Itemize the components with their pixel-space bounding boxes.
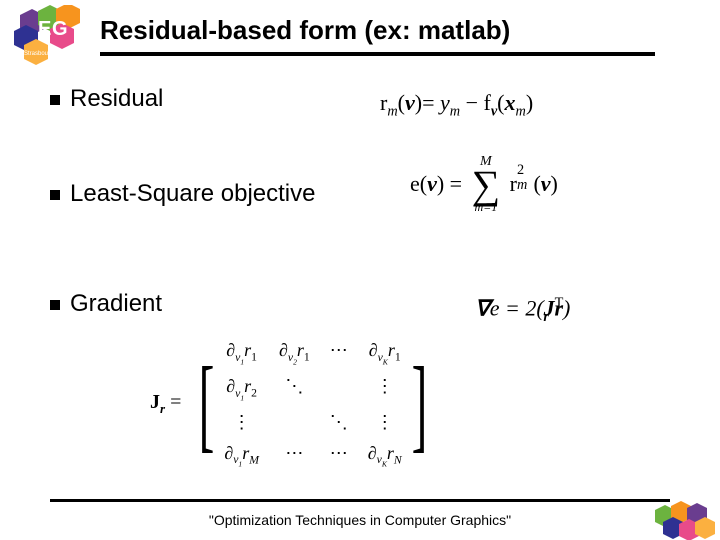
title-underline (100, 52, 655, 56)
content-area: Residual rm(v)= ym − fv(xm) Least-Square… (50, 80, 680, 480)
title-bar: Residual-based form (ex: matlab) (100, 15, 680, 56)
left-bracket-icon: [ (199, 362, 215, 446)
bullet-gradient: Gradient (50, 290, 680, 318)
bullet-icon (50, 95, 60, 105)
slide-title: Residual-based form (ex: matlab) (100, 15, 680, 46)
sigma-icon: ∑ (472, 169, 501, 201)
footer-text: "Optimization Techniques in Computer Gra… (0, 512, 720, 528)
bullet-lsq: Least-Square objective (50, 180, 680, 208)
equation-lsq: e(v) = M ∑ m=1 r2m (v) (410, 155, 558, 213)
svg-text:Strasbourg 2014: Strasbourg 2014 (24, 51, 69, 57)
eg-logo-bottom (645, 500, 720, 540)
eg-logo-top: E G Strasbourg 2014 (8, 5, 93, 65)
bullet-icon (50, 300, 60, 310)
matrix-cells: ∂v1r1 ∂v2r1 ⋯ ∂vKr1 ∂v1r2 ⋱ ⋮ ⋮ ⋱ ⋮ ∂v1r… (224, 340, 401, 469)
bullet-gradient-label: Gradient (70, 290, 162, 318)
svg-text:E: E (38, 18, 51, 40)
bullet-lsq-label: Least-Square objective (70, 180, 315, 208)
footer-line (50, 499, 670, 502)
slide: E G Strasbourg 2014 Residual-based form … (0, 0, 720, 540)
bullet-residual-label: Residual (70, 85, 163, 113)
sum-lower: m=1 (472, 201, 501, 213)
right-bracket-icon: ] (411, 362, 427, 446)
bullet-residual: Residual (50, 85, 680, 113)
jacobian-matrix: Jr = [ ∂v1r1 ∂v2r1 ⋯ ∂vKr1 ∂v1r2 ⋱ ⋮ ⋮ ⋱… (150, 340, 437, 469)
bullet-icon (50, 190, 60, 200)
equation-gradient: ∇e = 2(JTr r) (475, 295, 570, 326)
svg-text:G: G (52, 18, 68, 40)
equation-residual: rm(v)= ym − fv(xm) (380, 90, 533, 120)
